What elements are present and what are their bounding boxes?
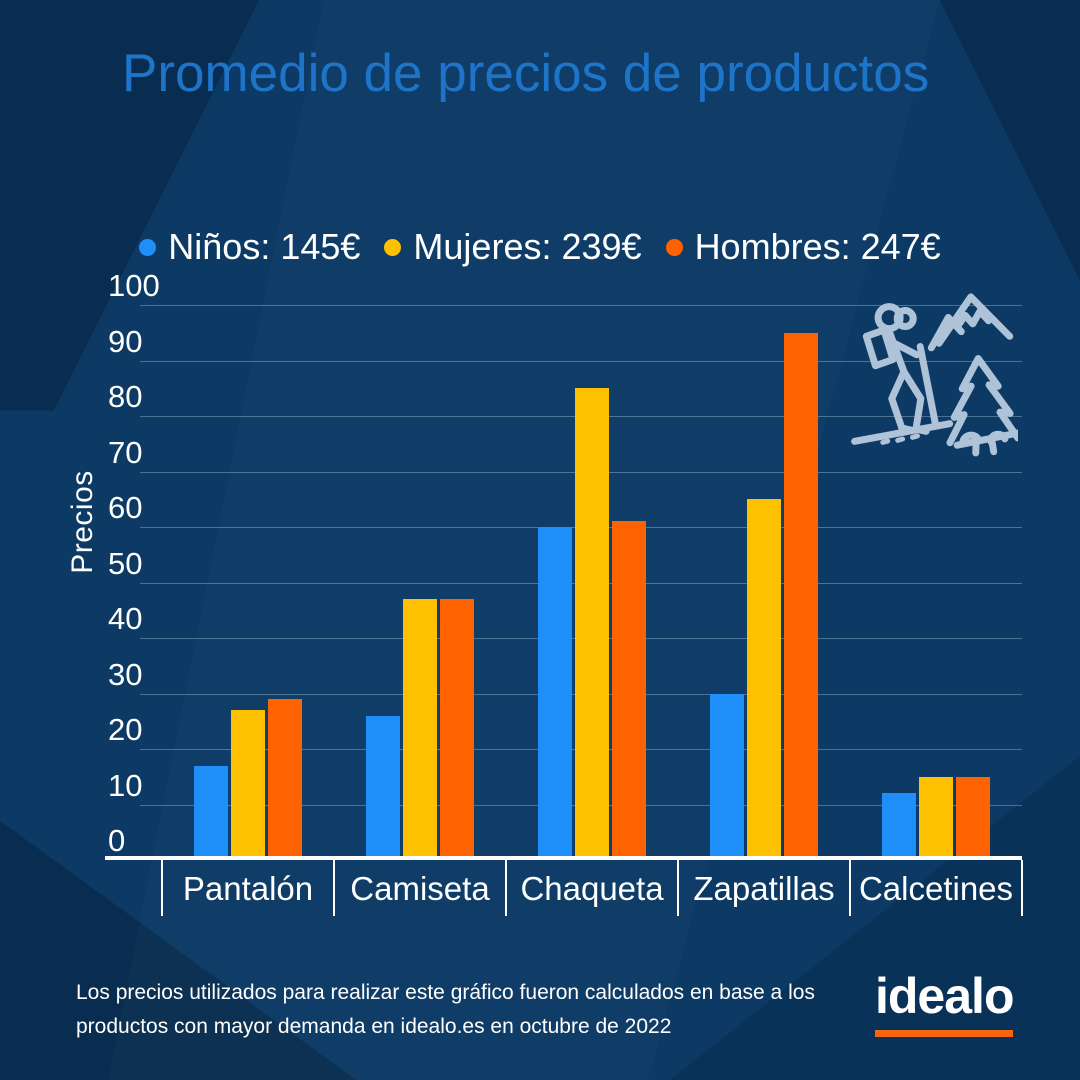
x-label-Pantalón: Pantalón (182, 870, 314, 907)
bar-group-Zapatillas (678, 305, 850, 860)
x-tick-separator (161, 860, 163, 916)
bar-group-Pantalón (162, 305, 334, 860)
x-label-Camiseta: Camiseta (350, 870, 490, 907)
y-axis-labels: 0 10 20 30 40 50 60 70 80 90 100 (108, 270, 198, 860)
legend-label-Hombres: Hombres: 247€ (694, 226, 941, 267)
x-label-Chaqueta: Chaqueta (520, 870, 664, 907)
bar-Niños-Camiseta (366, 715, 400, 860)
y-tick-label-30: 30 (108, 656, 143, 692)
bar-group-Camiseta (334, 305, 506, 860)
y-tick-label-50: 50 (108, 545, 143, 581)
legend-label-Niños: Niños: 145€ (168, 226, 361, 267)
bar-Mujeres-Pantalón (231, 710, 265, 860)
x-tick-separator (505, 860, 507, 916)
y-axis-title: Precios (66, 470, 99, 574)
hiker-mountains-tree-icon (851, 293, 1018, 457)
legend-dot-Hombres (665, 238, 683, 256)
idealo-logo-underline (875, 1029, 1014, 1037)
idealo-logo-text: idealo (875, 968, 1014, 1024)
y-tick-label-80: 80 (108, 379, 143, 414)
y-tick-label-0: 0 (108, 823, 126, 858)
bar-group-Chaqueta (506, 305, 678, 860)
legend-dot-Niños (139, 238, 157, 256)
legend-dot-Mujeres (384, 238, 402, 256)
bar-Mujeres-Calcetines (919, 776, 953, 860)
bar-Niños-Chaqueta (538, 527, 572, 860)
y-tick-label-60: 60 (108, 490, 143, 525)
legend-label-Mujeres: Mujeres: 239€ (413, 226, 642, 267)
x-tick-separator (1021, 860, 1023, 916)
y-tick-label-40: 40 (108, 601, 143, 636)
bar-Hombres-Pantalón (268, 699, 302, 860)
x-axis-labels: Pantalón Camiseta Chaqueta Zapatillas Calcet… (161, 860, 1023, 916)
page-title: Promedio de precios de productos (122, 44, 930, 103)
bar-Hombres-Calcetines (956, 776, 990, 860)
x-tick-separator (677, 860, 679, 916)
x-axis-line (105, 856, 1022, 860)
y-tick-label-90: 90 (108, 323, 143, 359)
bar-Hombres-Chaqueta (612, 521, 646, 860)
y-tick-label-70: 70 (108, 434, 143, 470)
idealo-logo: idealo (875, 968, 1014, 1037)
legend: Niños: 145€ Mujeres: 239€ Hombres: 247€ (0, 226, 1080, 268)
x-tick-separator (849, 860, 851, 916)
x-label-Calcetines: Calcetines (858, 870, 1014, 907)
y-tick-label-20: 20 (108, 712, 143, 747)
bar-Mujeres-Zapatillas (747, 499, 781, 860)
footnote-line-1: Los precios utilizados para realizar est… (76, 981, 815, 1004)
legend-item-Mujeres: Mujeres: 239€ (384, 226, 642, 268)
legend-item-Niños: Niños: 145€ (139, 226, 360, 268)
bar-Mujeres-Chaqueta (575, 388, 609, 860)
bar-Hombres-Zapatillas (784, 332, 818, 860)
x-label-Zapatillas: Zapatillas (693, 870, 835, 907)
bar-Niños-Zapatillas (710, 693, 744, 860)
legend-item-Hombres: Hombres: 247€ (665, 226, 941, 268)
gridline-100 (140, 305, 1022, 306)
bar-Niños-Calcetines (882, 793, 916, 860)
plot-area (162, 305, 1022, 860)
bar-Niños-Pantalón (194, 765, 228, 860)
y-tick-label-10: 10 (108, 767, 143, 803)
bar-group-Calcetines (850, 305, 1022, 860)
footnote: Los precios utilizados para realizar est… (76, 976, 815, 1044)
footnote-line-2: productos con mayor demanda en idealo.es… (76, 1015, 672, 1039)
gridline-90 (140, 360, 1022, 362)
y-tick-label-100: 100 (108, 268, 160, 303)
bar-Hombres-Camiseta (440, 599, 474, 860)
x-tick-separator (333, 860, 335, 916)
bar-Mujeres-Camiseta (403, 599, 437, 860)
